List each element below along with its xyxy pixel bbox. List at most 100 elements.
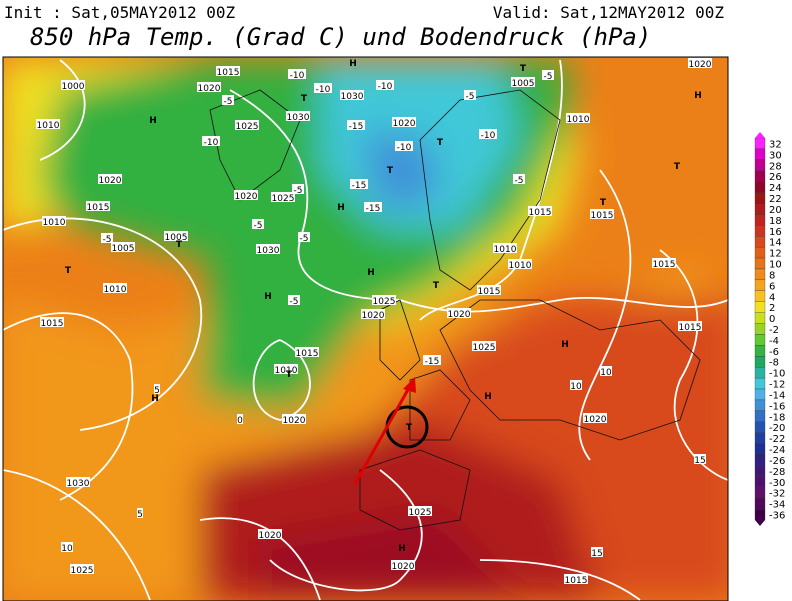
colorbar: 32302826242220181614121086420-2-4-6-8-10… [754,132,785,526]
colorbar-cell [754,268,766,281]
contour-label: 1010 [494,245,517,255]
label-bg [235,120,259,130]
colorbar-cell [754,137,766,150]
pressure-center: T [406,423,413,433]
contour-label: 1015 [653,260,676,270]
pressure-center: H [398,544,406,554]
pressure-center: T [437,138,444,148]
label-bg [392,117,416,127]
contour-label: 1020 [99,176,122,186]
label-bg [298,232,310,242]
colorbar-cell [754,246,766,259]
label-bg [216,66,240,76]
pressure-center: H [561,340,569,350]
colorbar-cell [754,148,766,160]
contour-label: -10 [481,131,496,141]
label-bg [678,321,702,331]
label-bg [288,295,300,305]
label-bg [256,244,280,254]
colorbar-cell [754,377,766,390]
contour-label: 5 [137,510,143,520]
label-bg [61,542,73,552]
pressure-center: H [149,116,157,126]
colorbar-label: -18 [769,412,785,423]
label-bg [234,190,258,200]
colorbar-label: 4 [769,292,775,303]
contour-label: 1025 [373,297,396,307]
label-bg [591,547,603,557]
colorbar-cell [754,301,766,313]
pressure-center: H [694,91,702,101]
colorbar-label: 12 [769,249,782,260]
colorbar-label: -34 [769,500,785,511]
colorbar-cell [754,345,766,357]
label-bg [98,174,122,184]
colorbar-cell [754,498,766,510]
label-bg [688,58,712,68]
contour-label: 1020 [689,60,712,70]
label-bg [202,136,220,146]
contour-label: 1010 [567,115,590,125]
contour-label: 1030 [287,113,310,123]
contour-label: -10 [204,138,219,148]
label-bg [252,219,264,229]
label-bg [274,364,298,374]
label-bg [391,560,415,570]
label-bg [542,70,554,80]
pressure-center: H [367,268,375,278]
colorbar-label: -32 [769,489,785,500]
pressure-center: H [349,59,357,69]
colorbar-cell [754,421,766,433]
colorbar-cell [754,432,766,444]
label-bg [137,508,143,518]
init-time: Init : Sat,05MAY2012 00Z [4,3,236,22]
label-bg [288,69,306,79]
colorbar-cell [754,214,766,226]
label-bg [464,90,476,100]
colorbar-cell [754,334,766,346]
label-bg [566,113,590,123]
contour-label: 1015 [679,323,702,333]
colorbar-label: -22 [769,434,785,445]
colorbar-cell [754,454,766,466]
colorbar-cell [754,508,766,521]
colorbar-label: -14 [769,390,785,401]
label-bg [314,83,332,93]
label-bg [447,308,471,318]
contour-label: 15 [694,456,705,466]
colorbar-cell [754,388,766,401]
contour-label: -5 [515,176,524,186]
colorbar-label: -24 [769,445,785,456]
colorbar-label: -10 [769,369,785,380]
colorbar-label: -4 [769,336,779,347]
colorbar-cell [754,225,766,237]
colorbar-cell [754,181,766,193]
contour-label: 1025 [409,508,432,518]
colorbar-cell [754,356,766,368]
colorbar-label: 6 [769,281,775,292]
contour-label: -10 [316,85,331,95]
label-bg [479,129,497,139]
contour-label: -10 [378,82,393,92]
colorbar-label: 24 [769,183,782,194]
label-bg [164,231,188,241]
colorbar-cell [754,323,766,335]
label-bg [42,216,66,226]
colorbar-cell [754,203,766,215]
pressure-center: H [484,392,492,402]
colorbar-cell [754,159,766,171]
colorbar-label: 32 [769,139,782,150]
colorbar-label: -16 [769,401,785,412]
contour-label: 1015 [41,319,64,329]
contour-label: 1010 [104,285,127,295]
colorbar-label: 22 [769,194,782,205]
pressure-center: H [264,292,272,302]
colorbar-label: -30 [769,478,785,489]
pressure-center: T [520,64,527,74]
contour-label: 15 [591,549,602,559]
contour-label: 1025 [272,194,295,204]
contour-label: -10 [397,143,412,153]
contour-label: 0 [237,416,243,426]
